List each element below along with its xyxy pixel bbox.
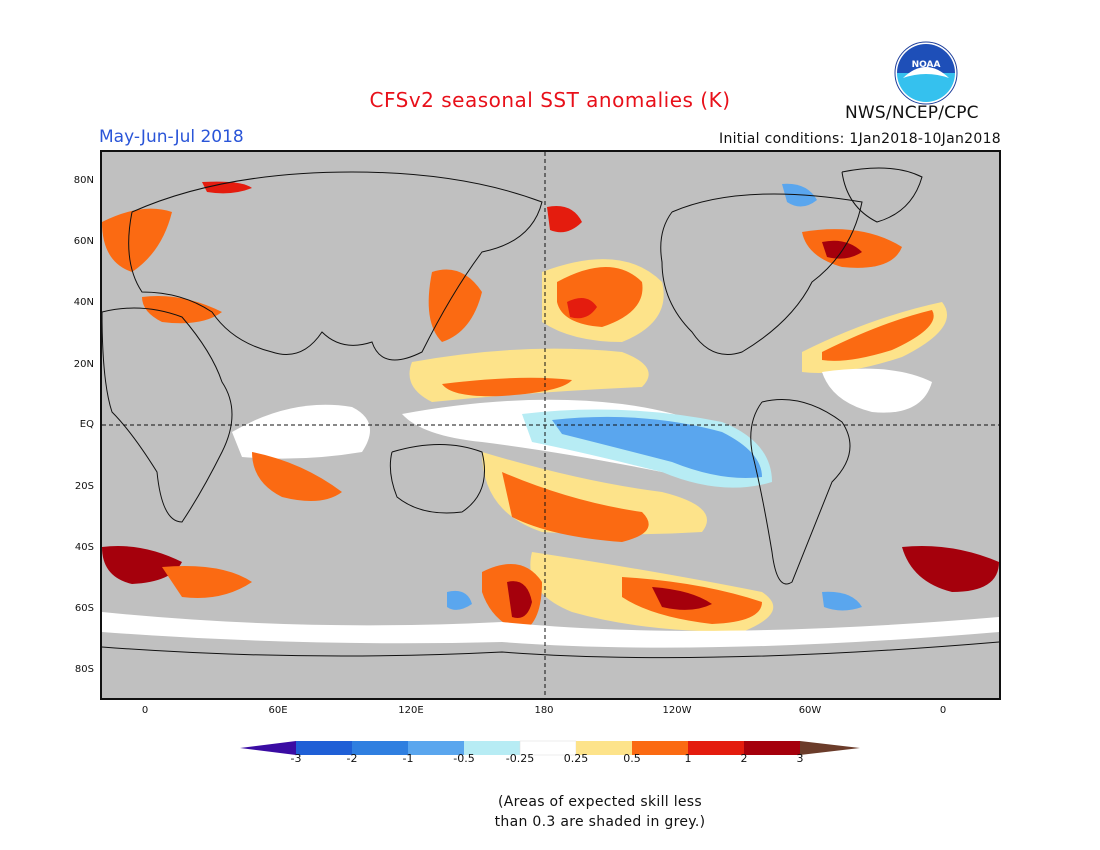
- lat-label-80s: 80S: [74, 664, 94, 675]
- patch-red-arctic-europe: [202, 181, 252, 194]
- colorbar-seg-10: [800, 741, 860, 755]
- patch-white-indian: [232, 404, 370, 459]
- colorbar-tick: 0.5: [623, 752, 641, 765]
- coastlines: [102, 167, 999, 659]
- noaa-logo: NOAA: [894, 41, 958, 105]
- colorbar-seg-6: [576, 741, 632, 755]
- patch-orange-mediterranean: [142, 296, 222, 324]
- patch-orange-europe: [102, 208, 172, 272]
- colorbar-seg-4: [464, 741, 520, 755]
- colorbar-seg-1: [296, 741, 352, 755]
- coast-australia: [389, 444, 485, 514]
- patch-orange-s-indian: [252, 452, 342, 501]
- lon-label-60w: 60W: [798, 705, 822, 716]
- lat-label-40n: 40N: [73, 297, 94, 308]
- lon-label-120w: 120W: [662, 705, 692, 716]
- chart-title: CFSv2 seasonal SST anomalies (K): [369, 88, 731, 112]
- colorbar-seg-9: [744, 741, 800, 755]
- patch-orange-s-pacific: [502, 472, 649, 542]
- patch-orange-japan: [428, 269, 482, 342]
- colorbar-seg-2: [352, 741, 408, 755]
- lat-label-60s: 60S: [74, 603, 94, 614]
- lon-label-0-east: 0: [939, 705, 947, 716]
- logo-text: NOAA: [912, 60, 941, 70]
- coast-north-america: [660, 193, 863, 355]
- patch-red-ne-pacific: [567, 298, 597, 319]
- agency-label: NWS/NCEP/CPC: [845, 103, 979, 123]
- patch-red-nw-atlantic: [822, 240, 862, 259]
- lat-label-80n: 80N: [73, 175, 94, 186]
- map-canvas: [102, 152, 999, 698]
- forecast-period: May-Jun-Jul 2018: [99, 127, 244, 147]
- colorbar-seg-8: [688, 741, 744, 755]
- patch-orange-s-atlantic: [162, 566, 252, 598]
- colorbar-tick: 0.25: [563, 752, 589, 765]
- colorbar-tick: -0.25: [505, 752, 535, 765]
- footnote-line-1: (Areas of expected skill less: [498, 794, 702, 810]
- colorbar-tick: 3: [796, 752, 804, 765]
- initial-conditions: Initial conditions: 1Jan2018-10Jan2018: [719, 131, 1001, 147]
- footnote-line-2: than 0.3 are shaded in grey.): [494, 814, 706, 830]
- lat-label-40s: 40S: [74, 542, 94, 553]
- coast-eurasia: [128, 171, 543, 361]
- lat-label-20n: 20N: [73, 359, 94, 370]
- lat-label-60n: 60N: [73, 236, 94, 247]
- patch-red-sw-atlantic: [102, 546, 182, 584]
- lon-label-180: 180: [534, 705, 554, 716]
- colorbar-tick: -2: [346, 752, 358, 765]
- patch-red-southern: [652, 587, 712, 610]
- patch-red-bering: [547, 206, 582, 233]
- patch-white-trop-atlantic: [822, 368, 932, 413]
- patch-yellow-n-pacific: [409, 348, 649, 402]
- colorbar-seg-3: [408, 741, 464, 755]
- patch-orange-n-pacific: [442, 377, 572, 397]
- sst-anomaly-map: [100, 150, 1001, 700]
- patch-orange-n-atlantic: [822, 310, 934, 361]
- anomaly-patches: [102, 181, 999, 648]
- colorbar-tick: 2: [740, 752, 748, 765]
- coast-south-america: [750, 399, 851, 585]
- lat-label-20s: 20S: [74, 481, 94, 492]
- patch-blue-eq-pacific: [552, 416, 762, 478]
- colorbar: [240, 740, 860, 756]
- patch-blue-s-atlantic: [822, 591, 862, 611]
- patch-red-s-tasman: [507, 581, 532, 618]
- colorbar-tick: -0.5: [453, 752, 475, 765]
- patch-blue-s-pacific: [447, 590, 472, 610]
- skill-footnote: (Areas of expected skill less than 0.3 a…: [440, 792, 760, 832]
- coast-africa: [102, 307, 233, 523]
- patch-red-se-atlantic: [902, 546, 999, 592]
- patch-white-antarctic: [102, 612, 999, 648]
- lon-label-120e: 120E: [398, 705, 424, 716]
- colorbar-seg-0: [240, 741, 296, 755]
- lat-label-eq: EQ: [79, 419, 94, 430]
- lon-label-60e: 60E: [268, 705, 288, 716]
- colorbar-seg-7: [632, 741, 688, 755]
- lon-label-0: 0: [141, 705, 149, 716]
- colorbar-tick: -3: [290, 752, 302, 765]
- coast-greenland: [841, 167, 923, 223]
- coast-antarctica: [102, 641, 999, 659]
- colorbar-tick: 1: [684, 752, 692, 765]
- colorbar-tick: -1: [402, 752, 414, 765]
